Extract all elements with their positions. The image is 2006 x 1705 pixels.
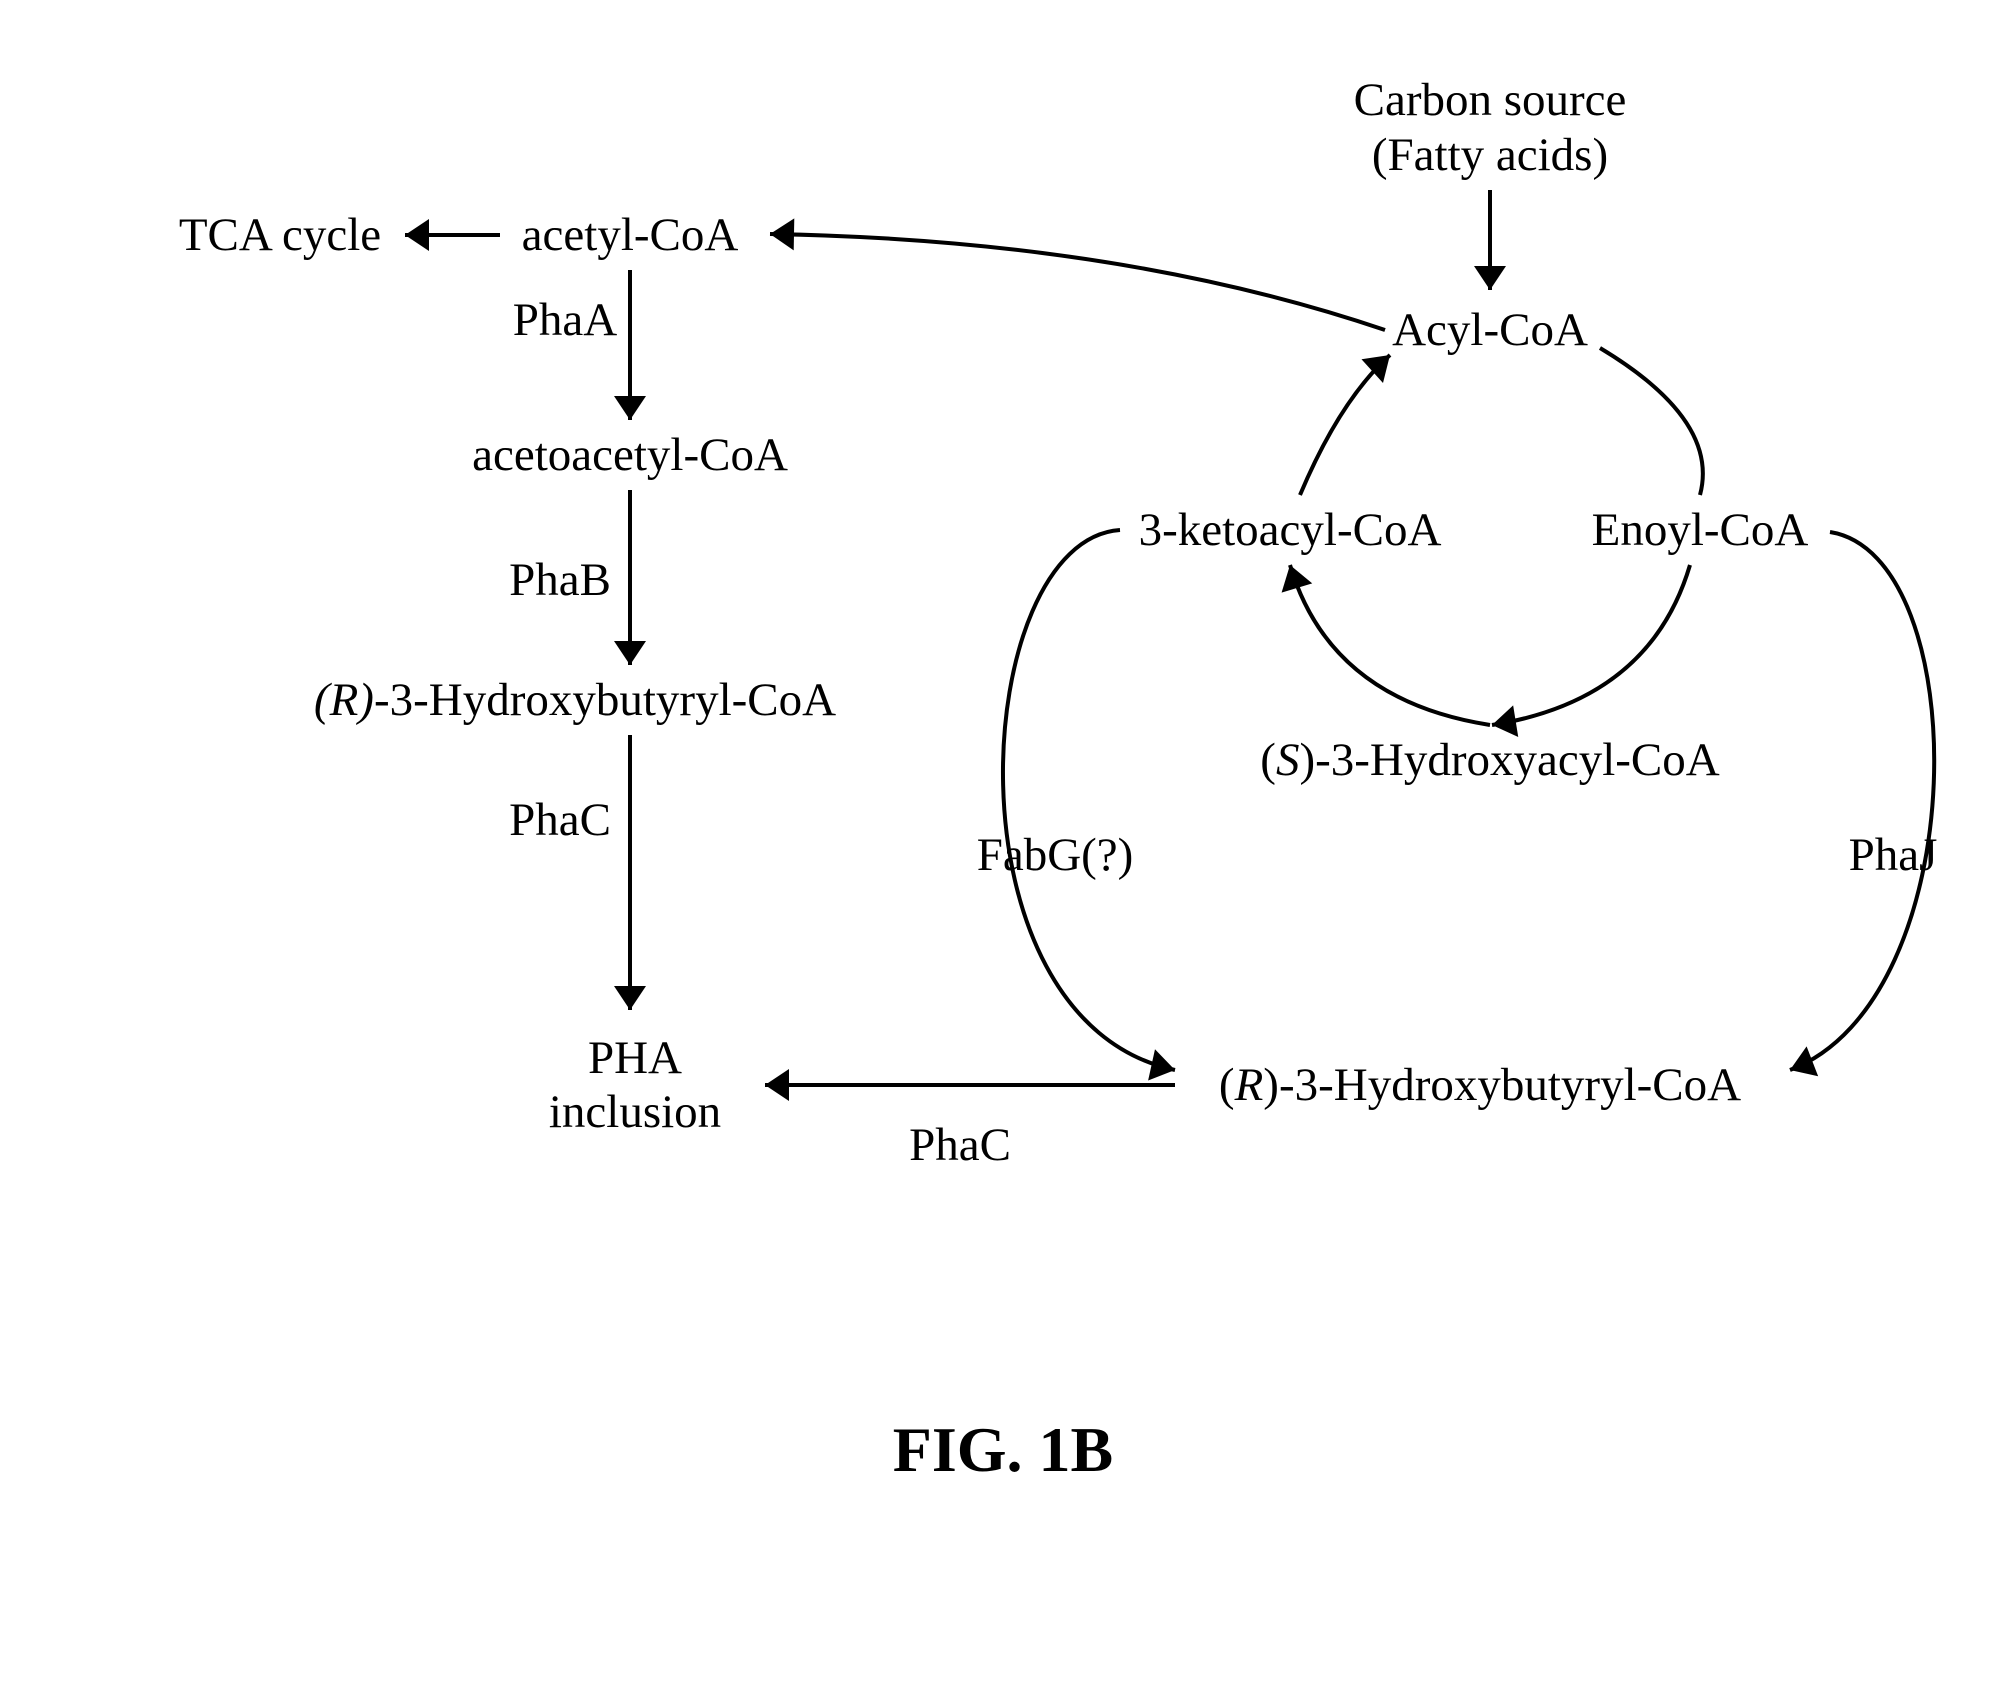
node-acyl-coa: Acyl-CoA <box>1392 303 1588 357</box>
node-pha-inclusion: PHA inclusion <box>549 1031 721 1139</box>
node-acetyl-coa: acetyl-CoA <box>522 208 739 262</box>
diagram-canvas: Carbon source (Fatty acids) TCA cycle ac… <box>0 0 2006 1705</box>
node-enoyl-coa: Enoyl-CoA <box>1592 503 1809 557</box>
label-phaC-left: PhaC <box>509 793 611 847</box>
figure-label: FIG. 1B <box>893 1413 1113 1487</box>
italic-S: (S) <box>1260 734 1315 786</box>
label-phaA: PhaA <box>513 293 617 347</box>
italic-R2: (R) <box>1219 1059 1279 1111</box>
node-r3hb-coa-right: (R)-3-Hydroxybutyryl-CoA <box>1219 1058 1741 1112</box>
label-phaB: PhaB <box>509 553 611 607</box>
label-phaC-bottom: PhaC <box>909 1118 1011 1172</box>
node-acetoacetyl-coa: acetoacetyl-CoA <box>472 428 788 482</box>
node-s3ha-coa: (S)-3-Hydroxyacyl-CoA <box>1260 733 1719 787</box>
node-ketoacyl-coa: 3-ketoacyl-CoA <box>1139 503 1442 557</box>
node-r3hb-coa-left: (R)-3-Hydroxybutyryl-CoA <box>314 673 836 727</box>
node-tca-cycle: TCA cycle <box>179 208 381 262</box>
label-phaJ: PhaJ <box>1849 828 1938 882</box>
node-carbon-source: Carbon source <box>1354 73 1627 127</box>
italic-R: (R) <box>314 674 374 726</box>
label-fabG: FabG(?) <box>977 828 1134 882</box>
node-fatty-acids: (Fatty acids) <box>1372 128 1608 182</box>
